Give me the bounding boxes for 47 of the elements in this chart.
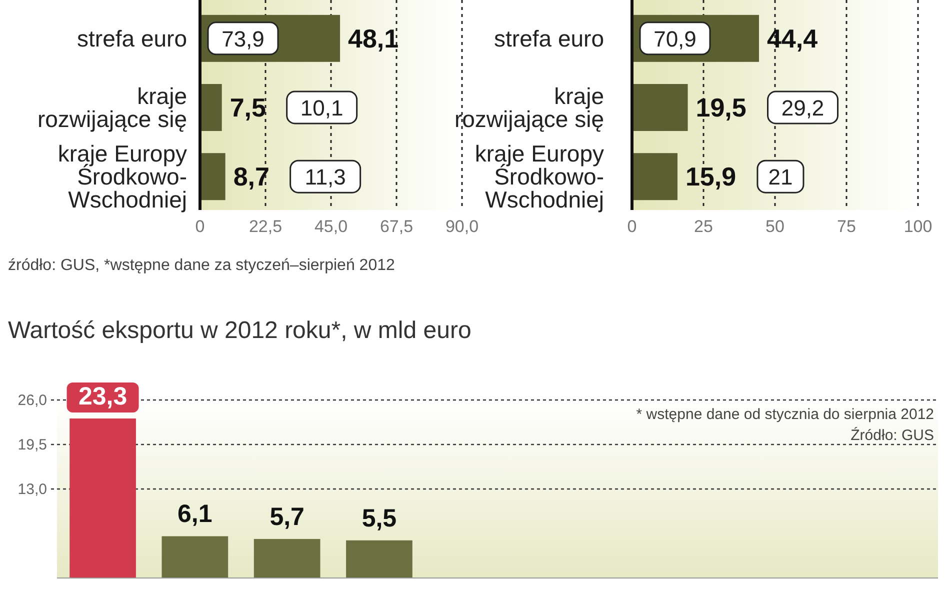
x-tick-label: 75 bbox=[837, 217, 856, 236]
annotation: 73,9 bbox=[222, 26, 264, 52]
data-label: 44,4 bbox=[766, 23, 818, 54]
data-label: 5,5 bbox=[362, 504, 397, 532]
bar bbox=[346, 540, 412, 578]
text: źródło: GUS, *wstępne dane za styczeń–sierpień 2012 bbox=[8, 257, 395, 274]
bar bbox=[632, 84, 688, 131]
chart-title: Wartość eksportu w 2012 roku*, w mld euro bbox=[8, 317, 472, 344]
data-label: 5,7 bbox=[270, 502, 304, 531]
annotation: 29,2 bbox=[781, 96, 824, 120]
y-tick-label: kraje rozwijające się bbox=[454, 83, 604, 132]
y-tick-label: kraje Europy Środkowo-Wschodniej bbox=[474, 140, 604, 213]
x-tick-label: 0 bbox=[627, 217, 637, 236]
annotation: 21 bbox=[768, 164, 793, 190]
x-tick-label: 67,5 bbox=[380, 217, 414, 236]
y-tick-label: kraje rozwijające się bbox=[37, 83, 187, 132]
y-tick-label: kraje Europy Środkowo-Wschodniej bbox=[58, 140, 188, 213]
text: Źródło: GUS bbox=[850, 426, 934, 444]
y-tick-label: strefa euro bbox=[77, 25, 187, 52]
data-label: 6,1 bbox=[178, 500, 212, 528]
bar bbox=[162, 536, 228, 578]
y-tick-label: 13,0 bbox=[18, 481, 47, 498]
x-tick-label: 22,5 bbox=[248, 217, 282, 236]
text: * wstępne dane od stycznia do sierpnia 2012 bbox=[636, 406, 934, 423]
bar bbox=[70, 418, 136, 578]
x-tick-label: 50 bbox=[766, 217, 784, 236]
data-label: 19,5 bbox=[696, 92, 746, 122]
annotation: 10,1 bbox=[300, 96, 344, 120]
annotation: 11,3 bbox=[304, 164, 346, 190]
y-tick-label: 19,5 bbox=[18, 436, 47, 454]
annotation: 70,9 bbox=[654, 26, 696, 52]
data-label: 8,7 bbox=[233, 162, 270, 192]
x-tick-label: 0 bbox=[195, 217, 205, 236]
x-tick-label: 45,0 bbox=[314, 217, 348, 236]
x-tick-label: 90,0 bbox=[445, 217, 479, 236]
bar bbox=[200, 84, 222, 131]
y-tick-label: strefa euro bbox=[494, 25, 604, 52]
data-label: 48,1 bbox=[348, 23, 399, 54]
y-tick-label: 26,0 bbox=[18, 392, 47, 409]
data-label: 7,5 bbox=[230, 92, 266, 122]
bar bbox=[200, 153, 226, 200]
x-tick-label: 25 bbox=[694, 217, 713, 236]
data-label: 23,3 bbox=[78, 382, 128, 410]
data-label: 15,9 bbox=[685, 162, 736, 192]
x-tick-label: 100 bbox=[904, 217, 932, 236]
bar bbox=[632, 153, 678, 200]
bar bbox=[254, 538, 320, 578]
